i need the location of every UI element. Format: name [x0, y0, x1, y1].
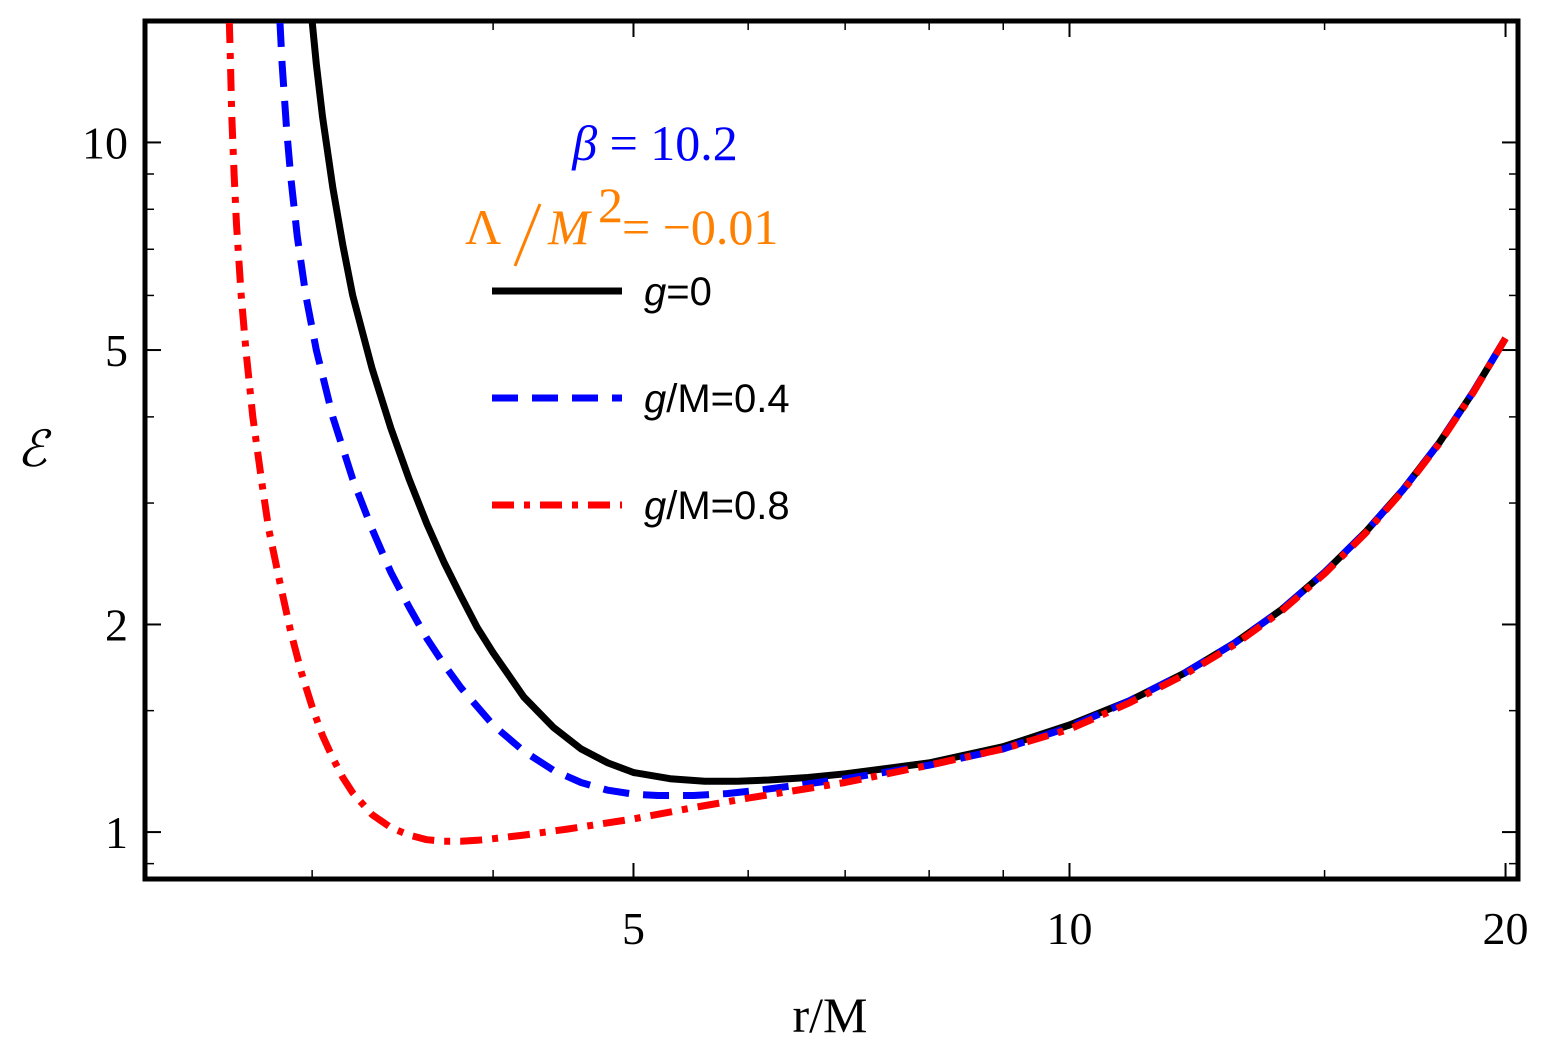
legend-label-g04: g/M=0.4 [644, 377, 790, 421]
axis-tick-labels: 5 10 20 1 2 5 10 [82, 117, 1529, 954]
beta-annotation: β = 10.2 [571, 115, 738, 171]
legend-italic-g0: g [644, 270, 666, 314]
y-tick-label: 5 [105, 325, 128, 376]
x-tick-label: 10 [1047, 903, 1093, 954]
lambda-annotation: Λ M 2 = −0.01 [465, 177, 778, 267]
lambda-symbol: Λ [465, 199, 501, 255]
x-tick-label: 5 [622, 903, 645, 954]
y-tick-label: 10 [82, 117, 128, 168]
legend-rest-g04: /M=0.4 [666, 377, 789, 421]
fraction-slash [513, 203, 542, 267]
legend-entry-g04: g/M=0.4 [492, 377, 790, 421]
axis-ticks [145, 21, 1518, 879]
series-layer [225, 23, 1509, 845]
legend-italic-g08: g [644, 484, 666, 528]
legend-label-g08: g/M=0.8 [644, 484, 790, 528]
x-axis-label: r/M [793, 987, 868, 1043]
lambda-exponent: 2 [598, 177, 623, 233]
legend-italic-g04: g [644, 377, 666, 421]
beta-value: = 10.2 [597, 115, 738, 171]
series-line-g-m-0-4 [276, 23, 1509, 799]
series-line-g-0 [308, 23, 1509, 785]
legend: g=0 g/M=0.4 g/M=0.8 [492, 270, 790, 528]
beta-symbol: β [571, 115, 597, 171]
legend-rest-g08: /M=0.8 [666, 484, 789, 528]
x-tick-label: 20 [1483, 903, 1529, 954]
legend-entry-g08: g/M=0.8 [492, 484, 790, 528]
lambda-value: = −0.01 [622, 199, 778, 255]
lambda-denominator: M [547, 199, 592, 255]
plot-frame [142, 18, 1521, 882]
series-line-g-m-0-8 [225, 23, 1509, 845]
legend-rest-g0: =0 [666, 270, 712, 314]
legend-entry-g0: g=0 [492, 270, 712, 314]
y-tick-label: 2 [105, 599, 128, 650]
y-tick-label: 1 [105, 807, 128, 858]
legend-label-g0: g=0 [644, 270, 712, 314]
y-axis-label: ℰ [17, 421, 52, 477]
